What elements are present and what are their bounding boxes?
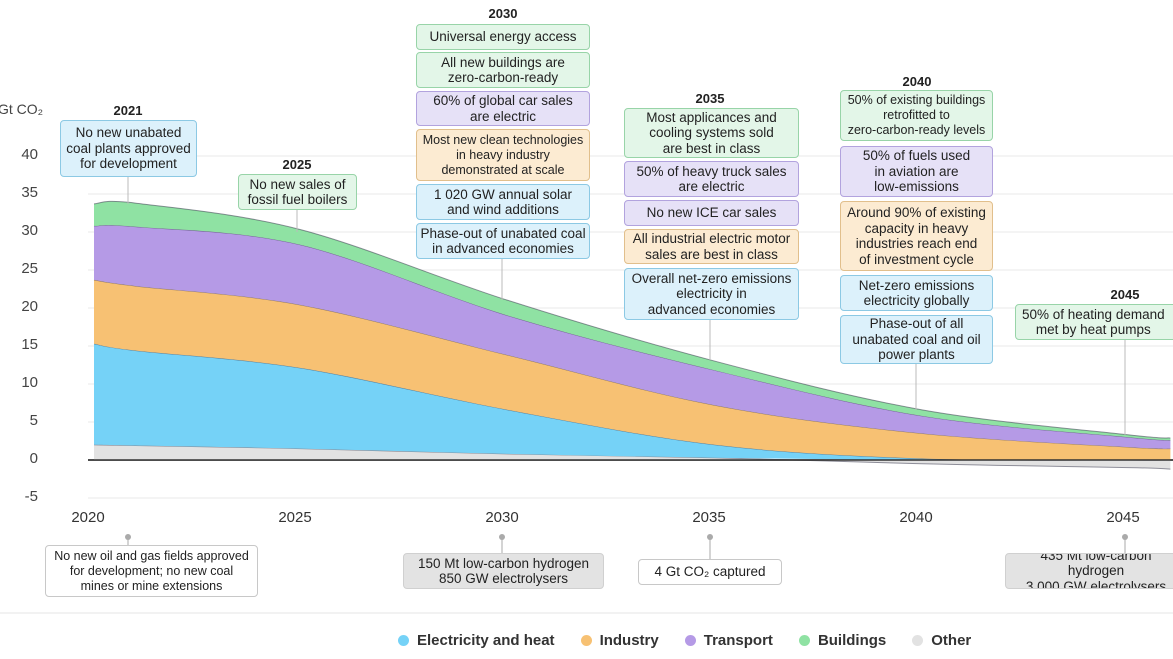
milestone-buildings: 50% of heating demand met by heat pumps: [1015, 304, 1173, 340]
legend-item: Buildings: [798, 632, 887, 649]
legend: Electricity and heat Industry Transport Bui…: [398, 632, 971, 649]
legend-label: Electricity and heat: [417, 632, 555, 649]
milestone-transport: No new ICE car sales: [624, 200, 799, 226]
milestone-bottom: 150 Mt low-carbon hydrogen 850 GW electr…: [403, 553, 604, 589]
milestone-electricity: No new unabated coal plants approved for…: [60, 120, 197, 177]
milestone-year: 2040: [902, 74, 932, 89]
x-tick-label: 2040: [899, 509, 933, 526]
milestone-transport: 60% of global car sales are electric: [416, 91, 590, 126]
milestone-industry: Around 90% of existing capacity in heavy…: [840, 201, 993, 271]
y-tick-label: 30: [21, 222, 38, 239]
area-electricity-and-heat: [94, 343, 1171, 461]
milestone-dot: [1122, 534, 1128, 540]
milestone-buildings: 50% of existing buildings retrofitted to…: [840, 90, 993, 141]
milestone-industry: Most new clean technologies in heavy ind…: [416, 129, 590, 181]
legend-label: Industry: [599, 632, 659, 649]
legend-swatch: [912, 635, 924, 646]
milestone-transport: 50% of heavy truck sales are electric: [624, 161, 799, 197]
x-tick-label: 2025: [278, 509, 312, 526]
area-buildings-edge: [93, 200, 1171, 439]
milestone-dot: [499, 534, 505, 540]
y-axis-label: Gt CO₂: [0, 101, 44, 117]
area-buildings: [94, 201, 1171, 441]
milestone-electricity: Phase-out of unabated coal in advanced e…: [416, 223, 590, 259]
milestone-dot: [125, 534, 131, 540]
milestone-year: 2035: [695, 91, 725, 106]
y-tick-label: 20: [21, 298, 38, 315]
legend-item: Industry: [580, 632, 659, 649]
milestone-year: 2045: [1110, 287, 1140, 302]
legend-label: Transport: [703, 632, 773, 649]
milestone-electricity: Net-zero emissions electricity globally: [840, 275, 993, 311]
legend-item: Other: [912, 632, 971, 649]
milestone-year: 2030: [488, 6, 518, 21]
legend-swatch: [684, 635, 696, 646]
milestone-bottom: 435 Mt low-carbon hydrogen 3 000 GW elec…: [1005, 553, 1173, 589]
legend-label: Other: [931, 632, 972, 649]
x-tick-label: 2020: [71, 509, 105, 526]
milestone-year: 2025: [282, 157, 312, 172]
milestone-bottom: 4 Gt CO₂ captured: [638, 559, 782, 585]
legend-swatch: [580, 635, 592, 646]
milestone-buildings: Most applicances and cooling systems sol…: [624, 108, 799, 158]
x-tick-label: 2045: [1106, 509, 1140, 526]
x-tick-label: 2035: [692, 509, 726, 526]
y-tick-label: 0: [29, 450, 38, 467]
milestone-electricity: 1 020 GW annual solar and wind additions: [416, 184, 590, 220]
y-tick-label: 40: [21, 146, 38, 163]
x-tick-label: 2030: [485, 509, 519, 526]
milestone-bottom: No new oil and gas fields approved for d…: [45, 545, 258, 597]
legend-label: Buildings: [817, 632, 887, 649]
y-tick-label: 10: [21, 374, 38, 391]
milestone-buildings: All new buildings are zero-carbon-ready: [416, 52, 590, 88]
y-tick-label: 35: [21, 184, 38, 201]
area-transport: [94, 225, 1171, 449]
milestone-industry: All industrial electric motor sales are …: [624, 229, 799, 264]
milestone-buildings: No new sales of fossil fuel boilers: [238, 174, 357, 210]
legend-item: Electricity and heat: [398, 632, 555, 649]
milestone-electricity: Phase-out of all unabated coal and oil p…: [840, 315, 993, 364]
milestone-dot: [707, 534, 713, 540]
milestone-buildings: Universal energy access: [416, 24, 590, 50]
y-tick-label: -5: [24, 488, 38, 505]
milestone-transport: 50% of fuels used in aviation are low-em…: [840, 146, 993, 197]
legend-swatch: [398, 635, 409, 646]
legend-item: Transport: [684, 632, 773, 649]
y-tick-label: 25: [21, 260, 38, 277]
legend-swatch: [798, 635, 810, 646]
y-tick-label: 15: [21, 336, 38, 353]
milestone-year: 2021: [113, 103, 143, 118]
y-tick-label: 5: [29, 412, 38, 429]
area-industry: [94, 279, 1171, 461]
milestone-electricity: Overall net-zero emissions electricity i…: [624, 268, 799, 320]
